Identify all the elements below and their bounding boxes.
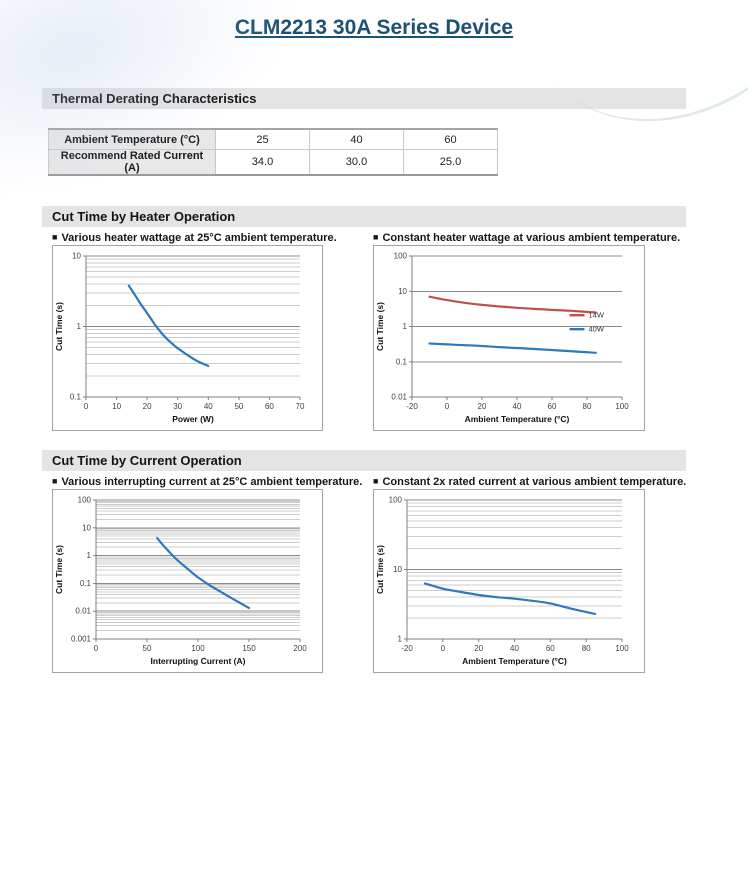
svg-text:0.1: 0.1	[396, 357, 408, 366]
square-bullet-icon: ■	[373, 232, 379, 242]
svg-text:14W: 14W	[589, 311, 605, 320]
line-chart: 0.001 0.01 0.1 1 10 100 0 50 100 150 200 Interrupti…	[54, 496, 307, 667]
svg-text:200: 200	[293, 644, 307, 653]
svg-text:1: 1	[403, 322, 408, 331]
chart-heater-constant-wattage: 0.01 0.1 1 10 100 -20 0 20 40 60 80 100 Ambient Temp…	[373, 245, 645, 431]
svg-text:Cut Time (s): Cut Time (s)	[375, 302, 385, 351]
svg-text:70: 70	[296, 402, 305, 411]
caption-heater-constant: ■ Constant heater wattage at various ambi…	[373, 232, 680, 244]
table-row-ambient-temperature: Ambient Temperature (°C) 25 40 60	[48, 128, 498, 150]
svg-text:0: 0	[94, 644, 99, 653]
svg-text:60: 60	[548, 402, 557, 411]
table-cell: 30.0	[309, 149, 404, 176]
svg-text:0.01: 0.01	[75, 607, 91, 616]
svg-text:0: 0	[441, 644, 446, 653]
svg-text:50: 50	[143, 644, 152, 653]
svg-text:20: 20	[478, 402, 487, 411]
table-cell: 60	[403, 128, 498, 150]
svg-text:40W: 40W	[589, 325, 605, 334]
heater-chart-captions: ■ Various heater wattage at 25°C ambient …	[52, 232, 748, 244]
svg-text:60: 60	[546, 644, 555, 653]
svg-text:50: 50	[234, 402, 243, 411]
svg-text:Ambient Temperature (°C): Ambient Temperature (°C)	[462, 656, 567, 666]
svg-text:20: 20	[143, 402, 152, 411]
line-chart: 0.1 1 10 0 10 20 30 40 50 60 70 Power (W) Cut Time (…	[54, 252, 305, 425]
section-heading-current-operation: Cut Time by Current Operation	[42, 450, 686, 471]
current-charts-row: 0.001 0.01 0.1 1 10 100 0 50 100 150 200 Interrupti…	[52, 489, 748, 673]
svg-text:0.001: 0.001	[71, 635, 92, 644]
svg-text:20: 20	[474, 644, 483, 653]
line-chart: 1 10 100 -20 0 20 40 60 80 100 Ambient Temperature…	[375, 496, 629, 667]
caption-current-constant: ■ Constant 2x rated current at various am…	[373, 476, 686, 488]
svg-text:60: 60	[265, 402, 274, 411]
svg-text:-20: -20	[406, 402, 418, 411]
svg-text:0.01: 0.01	[391, 393, 407, 402]
svg-text:Interrupting Current (A): Interrupting Current (A)	[151, 656, 246, 666]
svg-text:100: 100	[394, 252, 408, 261]
svg-text:Cut Time (s): Cut Time (s)	[54, 545, 64, 594]
svg-text:100: 100	[615, 402, 629, 411]
svg-text:100: 100	[191, 644, 205, 653]
caption-text: Constant heater wattage at various ambie…	[382, 232, 681, 244]
caption-text: Various interrupting current at 25°C amb…	[61, 476, 363, 488]
svg-text:100: 100	[78, 496, 92, 505]
svg-text:40: 40	[204, 402, 213, 411]
svg-text:10: 10	[72, 252, 81, 261]
chart-interrupting-current: 0.001 0.01 0.1 1 10 100 0 50 100 150 200 Interrupti…	[52, 489, 323, 673]
chart-current-constant: 1 10 100 -20 0 20 40 60 80 100 Ambient Temperature…	[373, 489, 645, 673]
svg-text:100: 100	[615, 644, 629, 653]
heater-charts-row: 0.1 1 10 0 10 20 30 40 50 60 70 Power (W) Cut Time (…	[52, 245, 748, 431]
row-header-ambient-temperature: Ambient Temperature (°C)	[48, 128, 216, 150]
svg-text:0.1: 0.1	[70, 393, 82, 402]
square-bullet-icon: ■	[52, 476, 58, 486]
svg-text:30: 30	[173, 402, 182, 411]
section-heading-thermal-derating: Thermal Derating Characteristics	[42, 88, 686, 109]
svg-text:150: 150	[242, 644, 256, 653]
svg-text:10: 10	[112, 402, 121, 411]
row-header-recommend-rated-current: Recommend Rated Current (A)	[48, 149, 216, 176]
svg-text:40: 40	[510, 644, 519, 653]
svg-text:10: 10	[393, 565, 402, 574]
svg-text:0: 0	[445, 402, 450, 411]
caption-heater-various: ■ Various heater wattage at 25°C ambient …	[52, 232, 337, 244]
svg-text:Cut Time (s): Cut Time (s)	[375, 545, 385, 594]
table-cell: 40	[309, 128, 404, 150]
svg-text:Ambient Temperature (°C): Ambient Temperature (°C)	[465, 414, 570, 424]
svg-text:80: 80	[582, 644, 591, 653]
svg-text:1: 1	[77, 322, 82, 331]
page-title: CLM2213 30A Series Device	[234, 16, 514, 39]
svg-text:-20: -20	[401, 644, 413, 653]
section-heading-heater-operation: Cut Time by Heater Operation	[42, 206, 686, 227]
line-chart: 0.01 0.1 1 10 100 -20 0 20 40 60 80 100 Ambient Temp…	[375, 252, 629, 425]
svg-text:Power (W): Power (W)	[172, 414, 214, 424]
caption-current-various: ■ Various interrupting current at 25°C am…	[52, 476, 362, 488]
square-bullet-icon: ■	[373, 476, 379, 486]
table-row-recommend-rated-current: Recommend Rated Current (A) 34.0 30.0 25…	[48, 149, 498, 176]
svg-text:1: 1	[87, 551, 92, 560]
current-chart-captions: ■ Various interrupting current at 25°C am…	[52, 476, 748, 488]
svg-text:1: 1	[398, 635, 403, 644]
square-bullet-icon: ■	[52, 232, 58, 242]
svg-text:10: 10	[398, 287, 407, 296]
table-cell: 34.0	[215, 149, 310, 176]
svg-text:100: 100	[389, 496, 403, 505]
svg-text:0: 0	[84, 402, 89, 411]
chart-heater-various-wattage: 0.1 1 10 0 10 20 30 40 50 60 70 Power (W) Cut Time (…	[52, 245, 323, 431]
svg-text:0.1: 0.1	[80, 579, 92, 588]
caption-text: Constant 2x rated current at various amb…	[382, 476, 687, 488]
svg-text:40: 40	[513, 402, 522, 411]
svg-text:80: 80	[583, 402, 592, 411]
svg-text:10: 10	[82, 523, 91, 532]
caption-text: Various heater wattage at 25°C ambient t…	[61, 232, 337, 244]
thermal-derating-table: Ambient Temperature (°C) 25 40 60 Recomm…	[48, 128, 498, 176]
svg-text:Cut Time (s): Cut Time (s)	[54, 302, 64, 351]
table-cell: 25	[215, 128, 310, 150]
table-cell: 25.0	[403, 149, 498, 176]
